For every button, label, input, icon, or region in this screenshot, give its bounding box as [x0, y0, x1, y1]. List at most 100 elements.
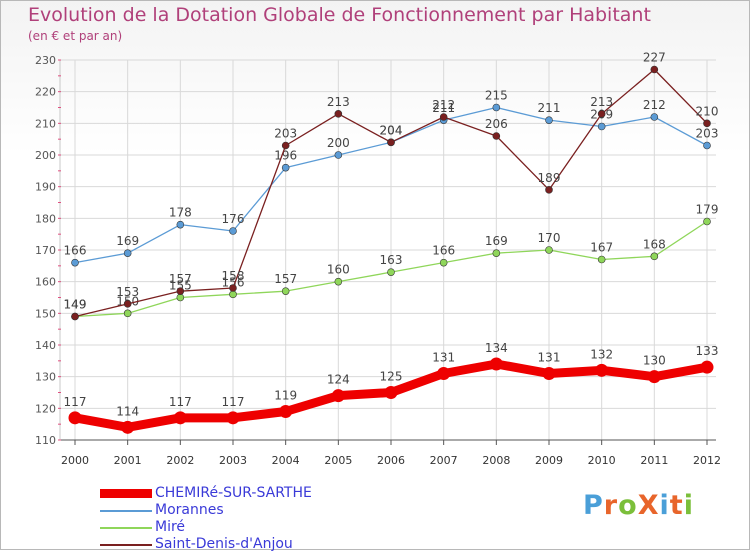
data-point-3 — [597, 110, 606, 118]
chart-title: Evolution de la Dotation Globale de Fonc… — [28, 4, 651, 26]
data-label-3: 206 — [485, 117, 508, 131]
data-label-1: 215 — [485, 89, 508, 103]
data-point-2 — [334, 277, 343, 286]
x-tick-label: 2000 — [61, 454, 89, 467]
data-label-0: 114 — [116, 404, 139, 418]
data-label-2: 157 — [274, 272, 297, 286]
data-point-3 — [650, 65, 659, 74]
data-point-2 — [439, 258, 448, 267]
x-tick-label: 2002 — [166, 454, 194, 467]
x-tick-label: 2003 — [219, 454, 247, 467]
data-label-0: 132 — [590, 347, 613, 361]
data-label-3: 204 — [380, 123, 403, 137]
data-point-3 — [545, 186, 553, 194]
data-point-0 — [226, 411, 240, 425]
data-label-2: 155 — [169, 279, 192, 293]
data-label-1: 204 — [380, 123, 403, 137]
logo-letter: t — [669, 490, 684, 521]
data-point-3 — [281, 141, 290, 150]
data-label-0: 117 — [222, 395, 245, 409]
data-point-2 — [545, 246, 553, 254]
legend-swatch-mire — [100, 527, 152, 529]
data-label-0: 131 — [538, 351, 561, 365]
data-point-2 — [281, 287, 290, 295]
x-tick-label: 2009 — [535, 454, 563, 467]
data-label-3: 213 — [327, 95, 350, 109]
y-tick-label: 210 — [35, 117, 56, 130]
logo-letter: i — [683, 490, 694, 521]
data-point-3 — [387, 138, 395, 147]
data-point-1 — [597, 122, 606, 131]
data-label-3: 153 — [116, 285, 139, 299]
data-label-2: 160 — [327, 263, 350, 277]
x-tick-label: 2005 — [324, 454, 352, 467]
y-tick-label: 230 — [35, 54, 56, 67]
data-label-2: 156 — [222, 275, 245, 289]
data-label-0: 134 — [485, 341, 508, 355]
data-label-2: 163 — [380, 253, 403, 267]
data-label-3: 189 — [538, 171, 561, 185]
legend-swatch-chemire — [100, 489, 152, 498]
data-label-1: 211 — [432, 101, 455, 115]
x-tick-label: 2006 — [377, 454, 405, 467]
x-tick-label: 2011 — [640, 454, 668, 467]
logo-letter: i — [659, 490, 670, 521]
data-point-2 — [123, 309, 132, 318]
data-point-3 — [176, 287, 185, 295]
data-point-2 — [650, 252, 659, 261]
y-tick-label: 190 — [35, 181, 56, 194]
data-label-1: 166 — [64, 244, 87, 258]
data-label-2: 169 — [485, 234, 508, 248]
y-tick-label: 150 — [35, 307, 56, 320]
data-point-0 — [595, 363, 609, 377]
data-point-3 — [229, 284, 237, 292]
x-tick-label: 2001 — [114, 454, 142, 467]
data-label-0: 119 — [274, 389, 297, 403]
data-point-0 — [647, 370, 661, 384]
data-label-3: 158 — [222, 269, 245, 283]
data-point-3 — [492, 132, 501, 140]
data-label-3: 149 — [64, 298, 87, 312]
data-point-2 — [176, 293, 185, 302]
y-tick-label: 110 — [35, 434, 56, 447]
data-label-3: 213 — [590, 95, 613, 109]
data-point-1 — [71, 258, 79, 267]
data-label-2: 166 — [432, 244, 455, 258]
data-point-2 — [492, 249, 501, 257]
y-tick-label: 140 — [35, 339, 56, 352]
data-point-0 — [437, 367, 451, 380]
data-point-0 — [542, 367, 556, 380]
data-label-0: 124 — [327, 373, 350, 387]
data-point-1 — [650, 113, 659, 121]
legend-label-morannes: Morannes — [155, 502, 224, 518]
data-point-1 — [492, 103, 501, 112]
data-label-0: 125 — [380, 370, 403, 384]
data-point-0 — [700, 360, 714, 374]
y-tick-label: 180 — [35, 212, 56, 225]
logo-letter: r — [603, 490, 619, 521]
logo-letter: X — [637, 490, 660, 521]
data-label-3: 227 — [643, 51, 666, 65]
data-label-1: 178 — [169, 206, 192, 220]
data-label-1: 212 — [643, 98, 666, 112]
data-label-3: 210 — [696, 104, 719, 118]
legend-label-mire: Miré — [155, 519, 186, 535]
data-label-1: 176 — [222, 212, 245, 226]
data-point-0 — [489, 357, 503, 371]
data-label-1: 196 — [274, 149, 297, 163]
legend-label-chemire: CHEMIRé-SUR-SARTHE — [155, 485, 312, 501]
data-label-3: 203 — [274, 127, 297, 141]
data-label-1: 200 — [327, 136, 350, 150]
data-label-0: 130 — [643, 354, 666, 368]
data-label-2: 167 — [590, 241, 613, 255]
y-tick-label: 130 — [35, 371, 56, 384]
data-point-3 — [703, 119, 711, 128]
data-label-2: 149 — [64, 298, 87, 312]
data-point-2 — [597, 255, 606, 264]
data-label-1: 169 — [116, 234, 139, 248]
x-tick-label: 2008 — [482, 454, 510, 467]
data-point-1 — [545, 116, 553, 124]
data-point-0 — [173, 411, 187, 425]
data-point-1 — [281, 163, 290, 172]
